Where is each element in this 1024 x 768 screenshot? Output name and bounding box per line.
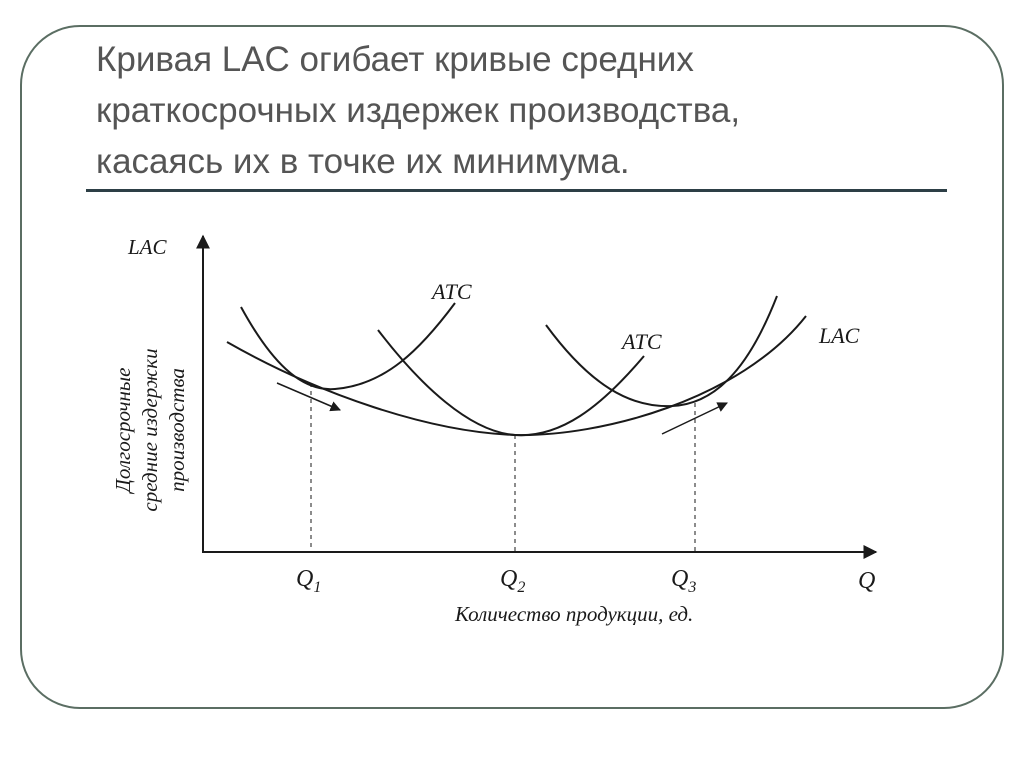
atc-curve-3	[545, 295, 778, 408]
y-axis-label: LAC	[127, 235, 168, 259]
lac-label: LAC	[818, 323, 860, 348]
y-axis-title: Долгосрочные средние издержки производст…	[111, 348, 189, 511]
slide-title: Кривая LAC огибает кривые средних кратко…	[96, 34, 956, 187]
slide-frame	[20, 25, 1004, 709]
tick-label-q3: Q3	[671, 566, 696, 596]
tick-label-q2: Q2	[500, 566, 525, 596]
title-line-2: краткосрочных издержек производства,	[96, 91, 741, 130]
atc-label-2: ATC	[620, 329, 662, 354]
arrow-left	[276, 382, 341, 412]
atc-label-1: ATC	[430, 279, 472, 304]
y-title-line-2: средние издержки	[138, 348, 162, 511]
tick-label-q1: Q1	[296, 566, 321, 596]
atc-curve-1	[240, 302, 456, 391]
y-title-line-1: Долгосрочные	[111, 368, 135, 495]
arrow-right	[661, 402, 728, 435]
atc-curve-2	[377, 329, 645, 437]
title-divider	[86, 189, 947, 192]
x-axis-label: Q	[858, 568, 875, 594]
y-title-line-3: производства	[165, 368, 189, 492]
lac-curve	[226, 315, 807, 437]
x-axis-title: Количество продукции, ед.	[454, 602, 693, 626]
title-line-1: Кривая LAC огибает кривые средних	[96, 40, 694, 79]
title-line-3: касаясь их в точке их минимума.	[96, 142, 630, 181]
